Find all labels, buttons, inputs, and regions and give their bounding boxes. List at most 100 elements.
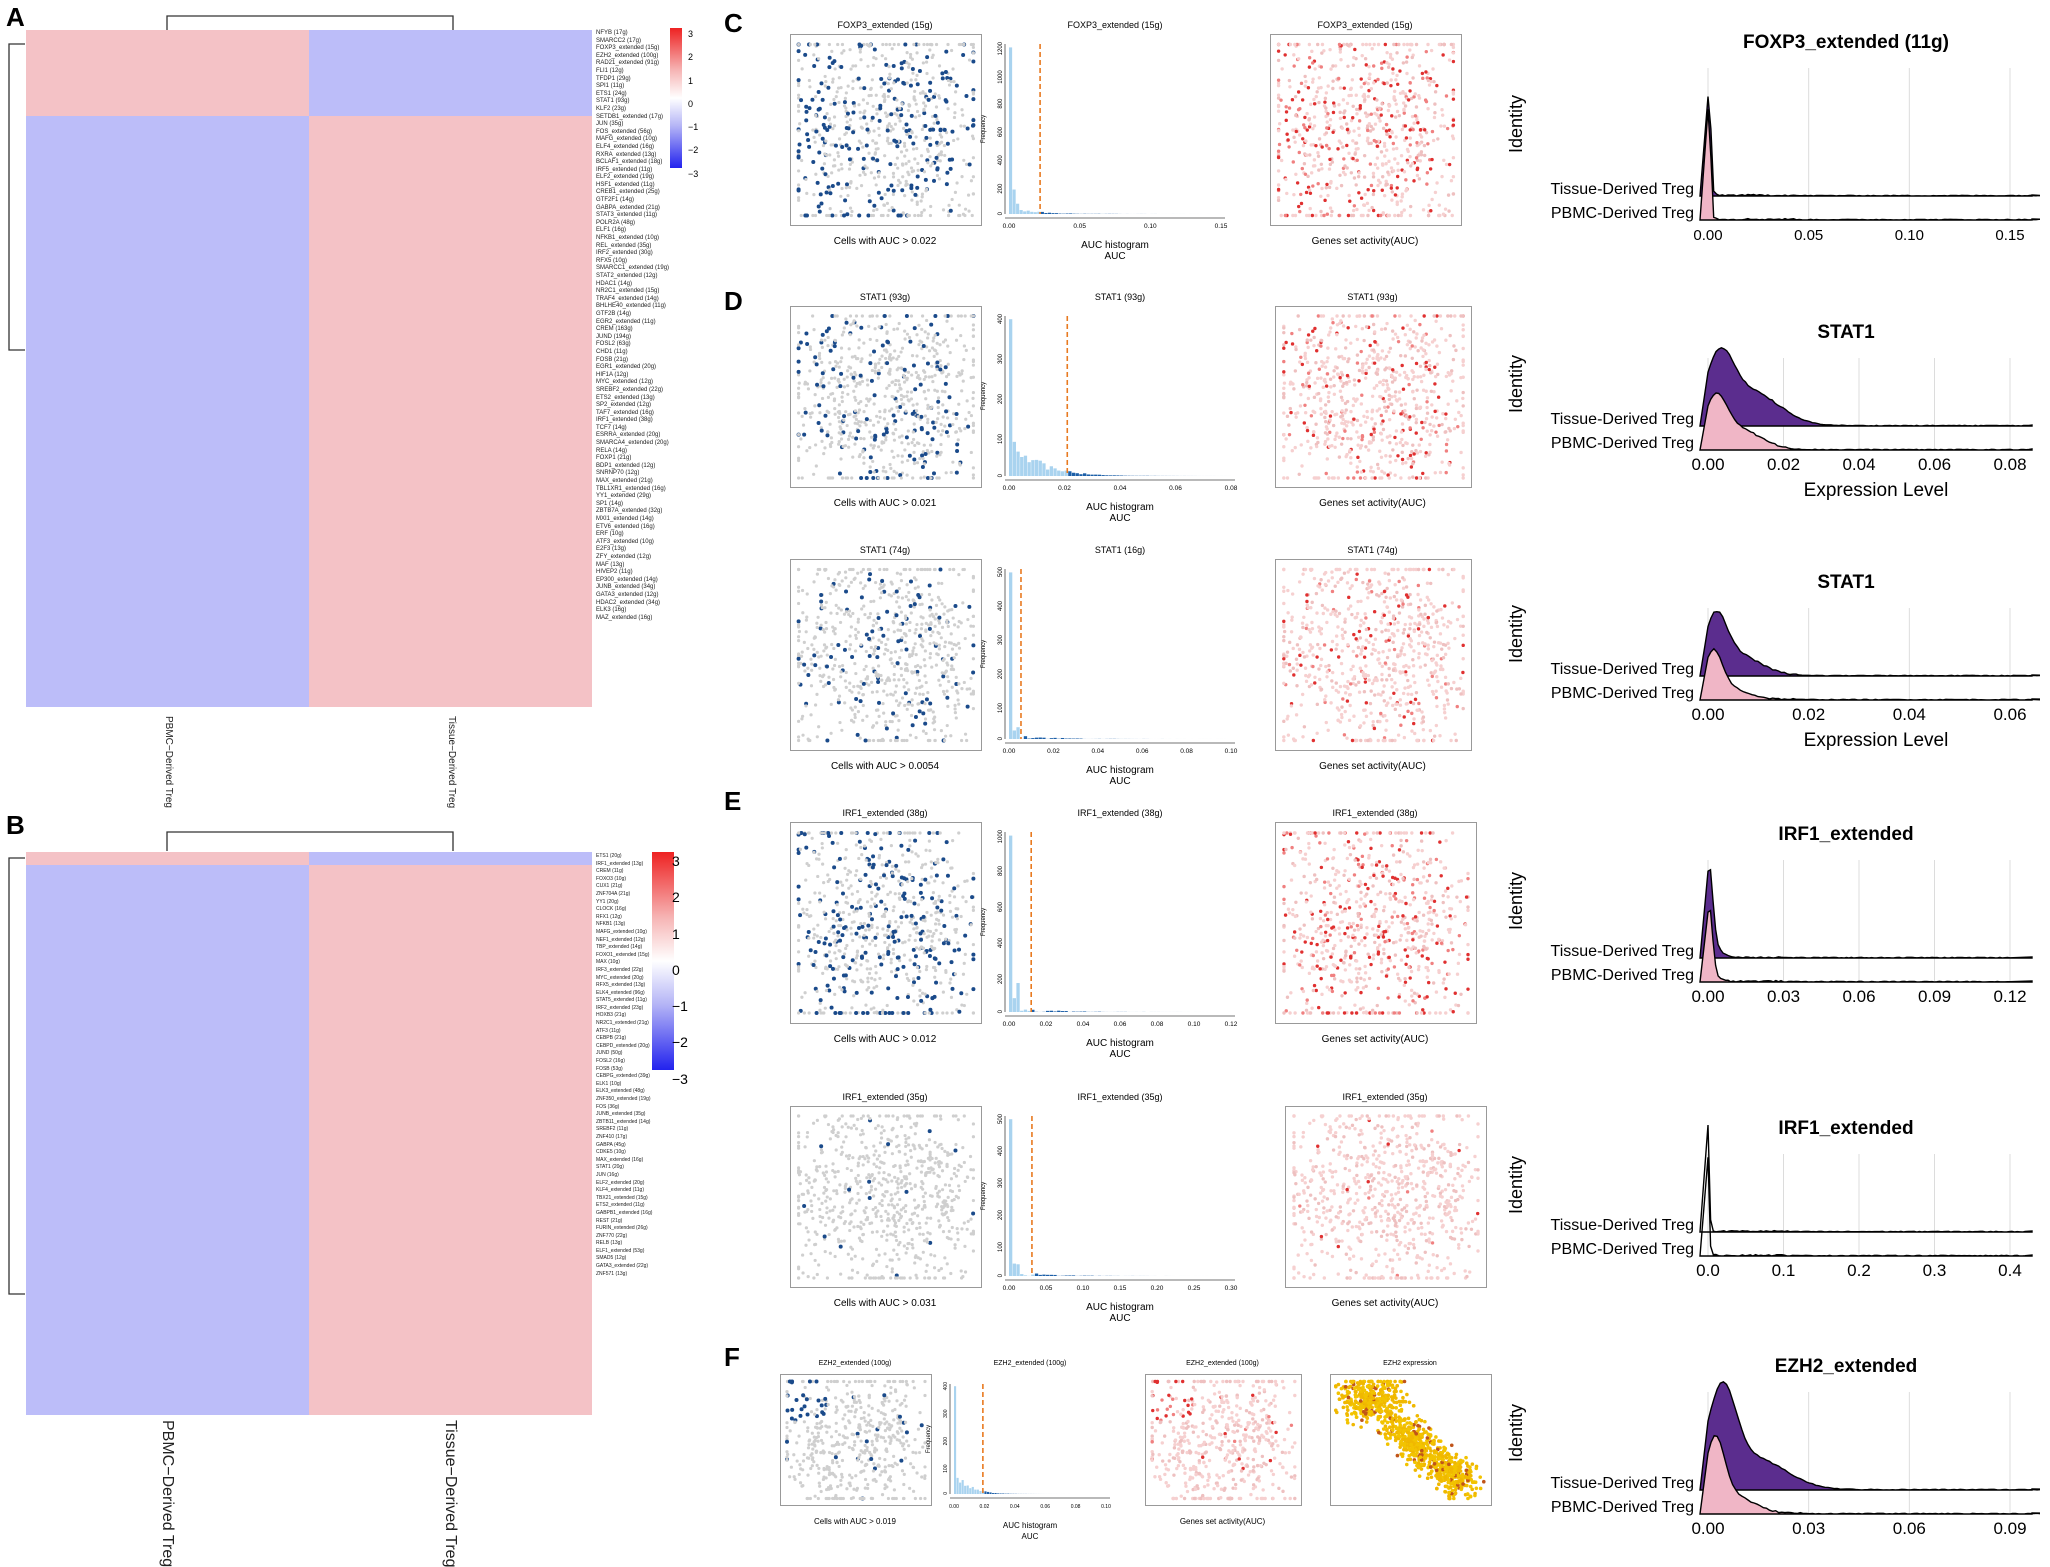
cell-point <box>821 371 825 375</box>
panel-letter-e: E <box>724 786 741 817</box>
hist-y-label: Frequency <box>981 382 987 410</box>
cell-point <box>802 433 806 437</box>
activity-point <box>1284 214 1287 217</box>
cell-point <box>821 846 824 849</box>
activity-point <box>1429 371 1432 374</box>
activity-point <box>1367 65 1370 68</box>
activity-point <box>1462 625 1465 628</box>
cell-point <box>916 110 919 113</box>
activity-point <box>1331 686 1334 689</box>
activity-point <box>1311 645 1314 648</box>
activity-point <box>1452 60 1455 63</box>
cell-point <box>947 435 950 438</box>
activity-point <box>1306 429 1309 432</box>
gene-label: NEF1_extended (12g) <box>596 937 652 945</box>
activity-point <box>1350 87 1353 90</box>
gene-label: JUN (16g) <box>596 1172 652 1180</box>
cell-point <box>862 704 865 707</box>
activity-point <box>1446 698 1449 701</box>
cell-point <box>963 934 967 938</box>
cell-point <box>912 43 915 46</box>
cell-point <box>935 613 938 616</box>
activity-point <box>1325 91 1328 94</box>
activity-point <box>1295 130 1298 133</box>
cell-point <box>935 43 938 46</box>
cell-point <box>892 905 895 908</box>
activity-point <box>1331 476 1334 479</box>
cell-point <box>924 104 927 107</box>
cell-point <box>861 925 865 929</box>
activity-point <box>1365 715 1368 718</box>
cell-point <box>849 927 852 930</box>
cell-point <box>868 199 872 203</box>
cell-point <box>947 625 950 628</box>
cell-point <box>865 417 869 421</box>
cell-point <box>872 600 875 603</box>
activity-point <box>1294 369 1297 372</box>
activity-point <box>1412 122 1415 125</box>
cell-point <box>955 339 958 342</box>
cell-point <box>857 77 861 81</box>
activity-point <box>1329 701 1332 704</box>
activity-point <box>1450 43 1453 46</box>
activity-point <box>1452 175 1455 178</box>
cell-point <box>872 636 875 639</box>
cell-point <box>937 582 940 585</box>
activity-point <box>1320 688 1323 691</box>
cell-point <box>915 51 918 54</box>
activity-point <box>1445 449 1448 452</box>
cell-point <box>912 927 915 930</box>
activity-point <box>1307 372 1310 375</box>
activity-point <box>1373 727 1376 730</box>
cell-point <box>814 703 817 706</box>
cell-point <box>851 355 854 358</box>
activity-point <box>1327 391 1330 394</box>
cell-point <box>951 839 954 842</box>
cell-point <box>863 613 866 616</box>
cell-point <box>899 387 902 390</box>
activity-point <box>1411 475 1414 478</box>
activity-scatter-plot <box>1275 559 1472 751</box>
activity-point <box>1332 424 1335 427</box>
cell-point <box>895 144 899 148</box>
activity-point <box>1357 171 1360 174</box>
activity-point <box>1439 471 1442 474</box>
cell-point <box>912 363 916 367</box>
activity-point <box>1337 355 1340 358</box>
cell-point <box>891 395 894 398</box>
activity-point <box>1284 178 1287 181</box>
hist-bar <box>1076 738 1079 739</box>
activity-point <box>1338 612 1341 615</box>
cell-point <box>900 150 903 153</box>
cell-point <box>916 673 919 676</box>
cell-point <box>797 939 800 942</box>
activity-point <box>1353 152 1356 155</box>
cell-point <box>844 901 847 904</box>
cell-point <box>888 384 891 387</box>
activity-point <box>1339 50 1342 53</box>
cell-point <box>855 418 858 421</box>
cell-point <box>872 424 875 427</box>
activity-point <box>1361 671 1364 674</box>
cell-point <box>812 580 815 583</box>
activity-point <box>1391 368 1394 371</box>
cell-point <box>950 664 953 667</box>
activity-point <box>1427 643 1430 646</box>
cell-point <box>800 159 803 162</box>
cell-point <box>907 109 910 112</box>
cell-point <box>896 1011 899 1014</box>
activity-point <box>1347 94 1350 97</box>
cell-point <box>865 143 869 147</box>
activity-point <box>1427 598 1430 601</box>
activity-point <box>1359 652 1362 655</box>
activity-point <box>1430 403 1433 406</box>
cell-point <box>883 204 886 207</box>
cell-point <box>870 991 874 995</box>
activity-point <box>1287 145 1290 148</box>
cell-point <box>803 669 806 672</box>
cell-point <box>932 710 935 713</box>
cell-point <box>946 344 949 347</box>
cell-point <box>829 611 832 614</box>
cell-point <box>920 426 924 430</box>
cell-point <box>895 699 898 702</box>
